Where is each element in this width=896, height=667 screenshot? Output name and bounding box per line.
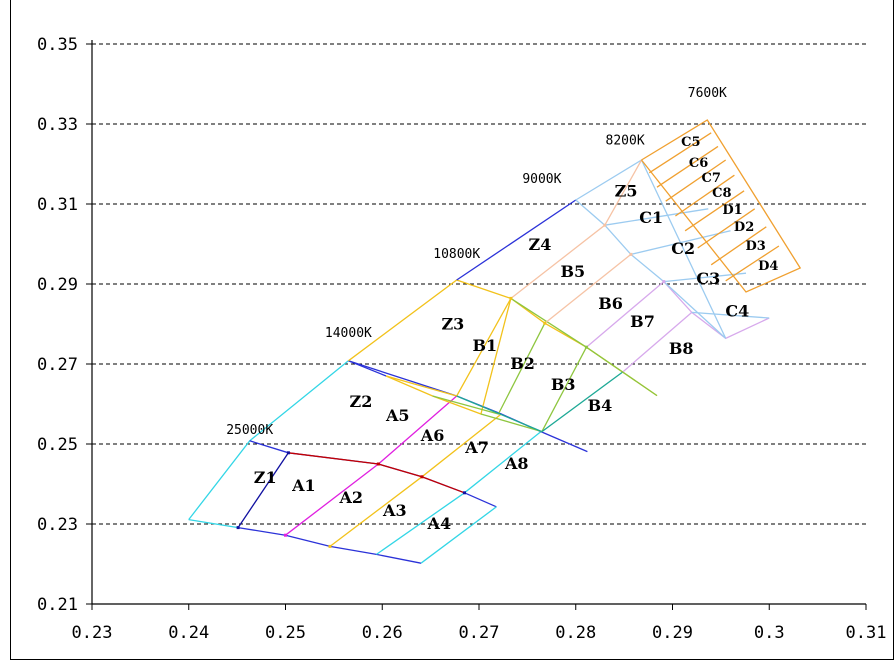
bin-boundary-line: [665, 159, 727, 202]
bin-label: B4: [588, 396, 613, 415]
bin-boundary-line: [697, 208, 756, 249]
vertex-marker: [286, 451, 290, 455]
bin-boundary-line: [656, 145, 719, 188]
x-tick-label: 0.29: [652, 623, 693, 643]
cct-label: 25000K: [226, 423, 273, 438]
y-tick-label: 0.27: [37, 355, 78, 375]
bin-label: C6: [689, 156, 708, 171]
label-layer: 25000K 14000K 10800K 9000K 8200K 7600K Z1 A1 A2 A…: [226, 86, 778, 533]
bin-boundary-line: [420, 506, 497, 564]
y-tick-label: 0.21: [37, 595, 78, 615]
bin-boundary-line: [691, 311, 770, 319]
vertex-marker: [603, 223, 607, 227]
y-tick-label: 0.33: [37, 115, 78, 135]
bin-label: B5: [561, 262, 586, 281]
bin-boundary-line: [675, 174, 735, 217]
bin-boundary-line: [456, 199, 577, 281]
bin-boundary-line: [604, 208, 709, 226]
y-tick-label: 0.23: [37, 515, 78, 535]
grid-layer: [92, 43, 866, 525]
bin-boundary-line: [622, 311, 693, 373]
bin-label: C5: [681, 135, 700, 150]
vertex-marker: [584, 345, 588, 349]
bin-boundary-line: [188, 518, 239, 529]
bin-label: Z4: [529, 235, 552, 254]
vertex-marker: [376, 462, 380, 466]
cct-label: 14000K: [325, 326, 372, 341]
bin-label: A2: [339, 488, 364, 507]
vertex-marker: [420, 475, 424, 479]
bin-boundary-line: [456, 371, 624, 433]
y-tick-label: 0.25: [37, 435, 78, 455]
bin-label: D4: [758, 259, 778, 274]
x-tick-label: 0.27: [459, 623, 500, 643]
cct-label: 8200K: [606, 133, 645, 148]
cct-label: 7600K: [688, 86, 727, 101]
bin-label: C7: [701, 171, 720, 186]
bin-boundary-line: [544, 253, 632, 324]
bin-label: Z1: [254, 468, 277, 487]
x-tick-label: 0.28: [555, 623, 596, 643]
marker-layer: [236, 223, 666, 548]
series-layer: [188, 119, 802, 564]
bin-label: Z5: [615, 181, 638, 200]
x-tick-label: 0.26: [362, 623, 403, 643]
bin-label: A6: [420, 426, 445, 445]
bin-label: B6: [598, 294, 623, 313]
x-tick-label: 0.23: [72, 623, 113, 643]
bin-boundary-line: [630, 230, 731, 256]
vertex-marker: [509, 296, 513, 300]
bin-label: B8: [669, 339, 694, 358]
bin-label: C3: [696, 269, 720, 288]
bin-label: D1: [722, 203, 742, 218]
bin-boundary-line: [237, 452, 289, 528]
vertex-marker: [662, 280, 666, 284]
bin-boundary-line: [385, 298, 512, 415]
chart-frame: [10, 0, 894, 660]
bin-label: A8: [504, 454, 529, 473]
bin-label: A7: [464, 438, 489, 457]
bin-boundary-line: [725, 245, 780, 282]
y-tick-label: 0.29: [37, 275, 78, 295]
x-tick-label: 0.3: [754, 623, 785, 643]
bin-boundary-line: [288, 452, 465, 494]
bin-label: Z3: [441, 315, 464, 334]
bin-label: D3: [746, 239, 766, 254]
bin-boundary-line: [640, 119, 802, 293]
bin-label: Z2: [350, 392, 373, 411]
y-tick-label: 0.35: [37, 35, 78, 55]
vertex-marker: [462, 491, 466, 495]
bin-label: B1: [472, 336, 497, 355]
bin-label: C8: [712, 186, 731, 201]
y-tick-label: 0.31: [37, 195, 78, 215]
bin-label: C4: [725, 301, 749, 320]
vertex-marker: [629, 252, 633, 256]
vertex-marker: [284, 533, 287, 537]
vertex-marker: [328, 544, 332, 548]
bin-boundary-line: [648, 132, 712, 174]
cct-label: 10800K: [433, 247, 480, 262]
cct-label: 9000K: [522, 172, 561, 187]
bin-label: A4: [427, 514, 452, 533]
x-tick-label: 0.31: [846, 623, 887, 643]
bin-label: A1: [291, 476, 316, 495]
x-tick-label: 0.25: [265, 623, 306, 643]
bin-label: D2: [734, 220, 754, 235]
vertex-marker: [543, 321, 547, 325]
bin-label: C1: [639, 208, 663, 227]
bin-boundary-line: [710, 226, 767, 266]
bin-boundary-line: [348, 360, 387, 377]
bin-label: C2: [671, 239, 695, 258]
axis-layer: 0.21 0.23 0.25 0.27 0.29 0.31 0.33 0.35 0.23 0.24…: [37, 35, 886, 643]
vertex-marker: [236, 526, 240, 530]
bin-label: A3: [382, 501, 407, 520]
bin-label: A5: [385, 406, 410, 425]
x-tick-label: 0.24: [168, 623, 209, 643]
bin-label: B7: [630, 312, 655, 331]
bin-label: B3: [551, 375, 576, 394]
bin-boundary-line: [684, 190, 745, 232]
bin-label: B2: [510, 354, 535, 373]
